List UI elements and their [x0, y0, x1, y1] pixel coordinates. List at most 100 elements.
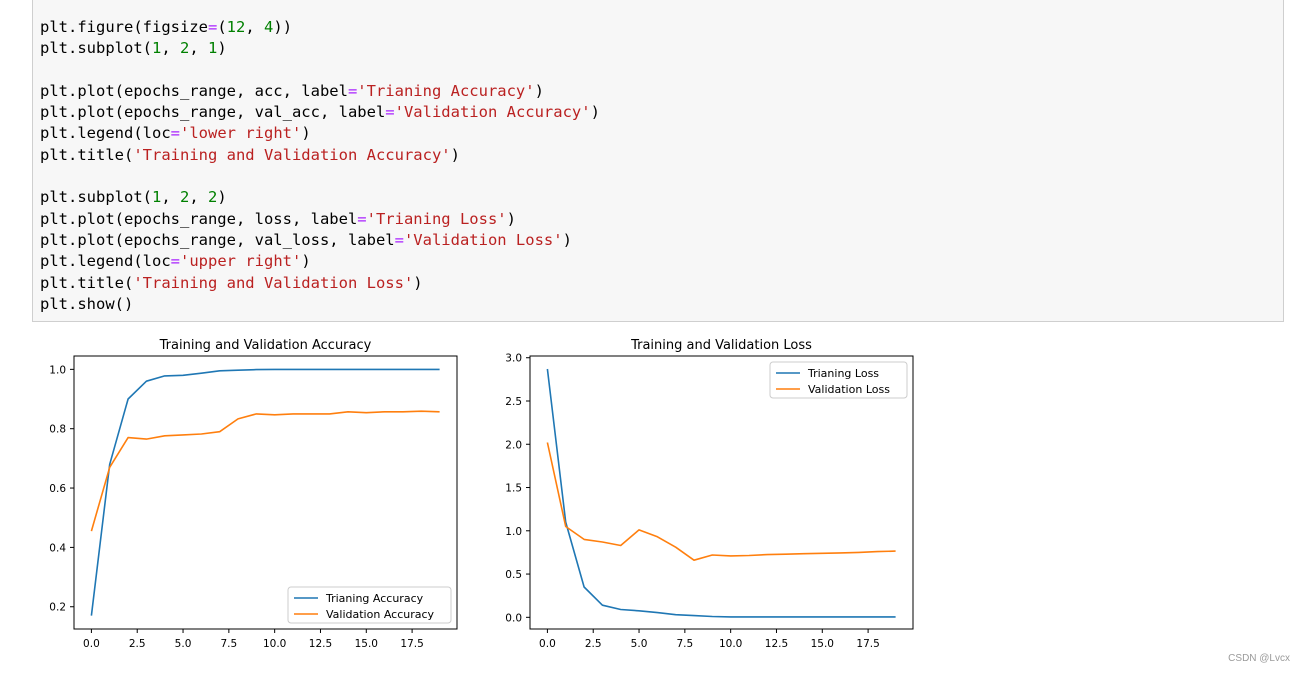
- code-token: plt.plot(epochs_range, val_loss, label: [40, 230, 395, 249]
- code-line: [40, 60, 600, 81]
- x-tick-label: 5.0: [175, 638, 192, 650]
- x-tick-label: 17.5: [856, 638, 879, 650]
- code-line: plt.subplot(1, 2, 1): [40, 38, 600, 59]
- code-token: 'Training and Validation Loss': [133, 273, 414, 292]
- x-tick-label: 2.5: [585, 638, 602, 650]
- code-token: ): [217, 39, 227, 58]
- x-tick-label: 15.0: [355, 638, 378, 650]
- code-line: plt.subplot(1, 2, 2): [40, 187, 600, 208]
- code-token: =: [347, 81, 358, 100]
- y-tick-label: 3.0: [505, 353, 522, 365]
- x-tick-label: 12.5: [309, 638, 332, 650]
- code-token: 1: [151, 39, 162, 58]
- y-tick-label: 0.8: [49, 424, 66, 436]
- code-line: plt.legend(loc='lower right'): [40, 123, 600, 144]
- legend-label: Validation Accuracy: [326, 608, 435, 621]
- series-line-2: [546, 442, 896, 561]
- code-token: =: [170, 124, 180, 143]
- legend-box: [769, 361, 908, 399]
- code-token: ): [413, 273, 423, 292]
- code-token: ): [506, 209, 516, 228]
- code-token: ): [450, 145, 460, 164]
- code-token: 'Training and Validation Accuracy': [133, 145, 451, 164]
- chart-2: Training and Validation Loss 0.0 2.5 5.0 7.5…: [505, 338, 914, 650]
- code-line: [40, 166, 600, 187]
- y-tick-label: 0.2: [49, 602, 66, 614]
- x-tick-label: 12.5: [765, 638, 788, 650]
- y-tick-label: 0.0: [505, 612, 522, 624]
- y-tick-label: 2.0: [505, 439, 522, 451]
- x-tick-label: 5.0: [631, 638, 648, 650]
- code-token: plt.show(): [40, 294, 134, 313]
- chart-title: Training and Validation Accuracy: [159, 338, 372, 353]
- y-tick-label: 0.6: [49, 483, 66, 495]
- code-token: ,: [161, 39, 180, 58]
- code-token: plt.legend(loc: [40, 124, 171, 143]
- chart-title: Training and Validation Loss: [630, 338, 812, 353]
- x-tick-label: 0.0: [539, 638, 556, 650]
- x-tick-label: 0.0: [83, 638, 100, 650]
- code-token: 'upper right': [180, 252, 302, 271]
- code-token: plt.plot(epochs_range, acc, label: [40, 81, 348, 100]
- series-line-1: [90, 368, 440, 616]
- series-line-1: [546, 368, 896, 618]
- code-token: ,: [189, 39, 209, 58]
- x-tick-label: 10.0: [263, 638, 286, 650]
- code-token: ): [590, 103, 600, 122]
- code-token: 12: [226, 18, 246, 36]
- code-token: 2: [208, 188, 218, 207]
- x-tick-label: 15.0: [811, 638, 834, 650]
- code-token: 'Trianing Accuracy': [357, 81, 535, 100]
- code-line: plt.figure(figsize=(12, 4)): [40, 17, 600, 38]
- x-tick-label: 7.5: [676, 638, 693, 650]
- code-token: plt.figure(figsize: [40, 18, 208, 36]
- code-token: ): [217, 188, 227, 207]
- x-tick-label: 2.5: [129, 638, 146, 650]
- code-line: plt.plot(epochs_range, loss, label='Tria…: [40, 209, 600, 230]
- code-token: =: [207, 18, 218, 36]
- code-token: (: [217, 18, 227, 36]
- output-figure: Training and Validation Accuracy 0.0 2.5 5.…: [0, 330, 1302, 670]
- code-token: plt.subplot(: [40, 188, 152, 207]
- code-token: =: [385, 103, 395, 122]
- code-token: 4: [264, 18, 274, 36]
- code-editor[interactable]: plt.figure(figsize=(12, 4)) plt.subplot(1…: [40, 17, 600, 315]
- code-line: plt.legend(loc='upper right'): [40, 251, 600, 272]
- x-tick-label: 10.0: [719, 638, 742, 650]
- y-tick-label: 1.5: [505, 483, 522, 495]
- code-cell[interactable]: plt.figure(figsize=(12, 4)) plt.subplot(1…: [32, 0, 1284, 322]
- y-tick-label: 1.0: [505, 526, 522, 538]
- legend-box: [287, 586, 452, 624]
- code-line: plt.show(): [40, 294, 600, 315]
- code-token: plt.title(: [40, 273, 134, 292]
- code-token: 'Validation Loss': [403, 230, 563, 249]
- figure-canvas: Training and Validation Accuracy 0.0 2.5 5.…: [49, 338, 914, 650]
- code-token: ,: [245, 18, 265, 36]
- code-token: ): [301, 124, 311, 143]
- code-token: plt.subplot(: [40, 39, 152, 58]
- legend-label: Validation Loss: [808, 383, 890, 396]
- legend-label: Trianing Loss: [807, 367, 879, 380]
- code-token: 2: [180, 188, 190, 207]
- code-token: =: [357, 209, 367, 228]
- code-token: plt.legend(loc: [40, 252, 171, 271]
- code-token: 2: [180, 39, 190, 58]
- x-tick-label: 17.5: [400, 638, 423, 650]
- code-line: plt.plot(epochs_range, val_acc, label='V…: [40, 102, 600, 123]
- axes-frame: [529, 355, 914, 630]
- y-tick-label: 2.5: [505, 396, 522, 408]
- y-tick-label: 0.5: [505, 569, 522, 581]
- code-token: ): [562, 230, 572, 249]
- code-token: 1: [208, 39, 218, 58]
- axes-frame: [73, 355, 458, 630]
- code-token: ,: [189, 188, 209, 207]
- x-tick-label: 7.5: [220, 638, 237, 650]
- chart-1: Training and Validation Accuracy 0.0 2.5 5.…: [49, 338, 458, 650]
- code-token: plt.plot(epochs_range, loss, label: [40, 209, 358, 228]
- code-token: ): [534, 81, 544, 100]
- legend-label: Trianing Accuracy: [325, 592, 424, 605]
- code-token: plt.title(: [40, 145, 134, 164]
- y-tick-label: 1.0: [49, 364, 66, 376]
- code-token: plt.plot(epochs_range, val_acc, label: [40, 103, 386, 122]
- code-token: =: [394, 230, 404, 249]
